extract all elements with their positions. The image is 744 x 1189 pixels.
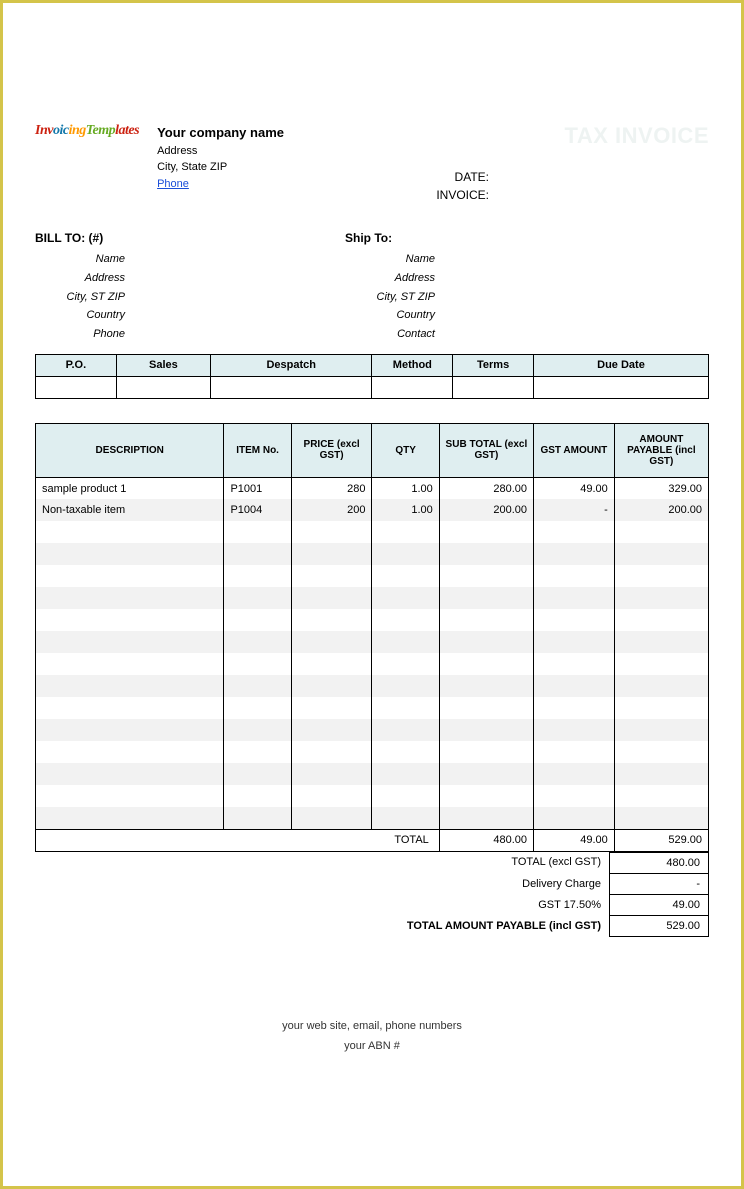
th-due: Due Date — [533, 354, 708, 376]
th-qty: QTY — [372, 423, 439, 477]
footer: your web site, email, phone numbers your… — [35, 1017, 709, 1057]
table-row: sample product 1P10012801.00280.0049.003… — [36, 477, 709, 499]
bill-to-city: City, ST ZIP — [35, 288, 125, 307]
bill-to-phone: Phone — [35, 325, 125, 344]
table-row — [36, 609, 709, 631]
summary-row: TOTAL (excl GST) 480.00 — [35, 852, 709, 874]
ship-to-country: Country — [345, 306, 435, 325]
table-row — [36, 741, 709, 763]
ship-to-city: City, ST ZIP — [345, 288, 435, 307]
table-row — [36, 631, 709, 653]
table-row — [36, 763, 709, 785]
ship-to-address: Address — [345, 269, 435, 288]
logo: InvoicingTemplates — [35, 123, 139, 192]
total-incl-val: 529.00 — [609, 916, 709, 937]
table-row — [36, 653, 709, 675]
info-row — [36, 376, 709, 398]
company-city: City, State ZIP — [157, 159, 284, 176]
th-method: Method — [372, 354, 453, 376]
bill-to-address: Address — [35, 269, 125, 288]
gst-label: GST 17.50% — [289, 895, 609, 916]
company-name: Your company name — [157, 123, 284, 143]
bill-to-title: BILL TO: (#) — [35, 228, 125, 248]
total-excl-val: 480.00 — [609, 852, 709, 874]
table-row — [36, 719, 709, 741]
summary-row: TOTAL AMOUNT PAYABLE (incl GST) 529.00 — [35, 916, 709, 937]
tax-invoice-title: TAX INVOICE — [565, 123, 709, 192]
table-row — [36, 587, 709, 609]
table-row — [36, 521, 709, 543]
table-row — [36, 697, 709, 719]
th-sales: Sales — [116, 354, 210, 376]
table-row: Non-taxable itemP10042001.00200.00-200.0… — [36, 499, 709, 521]
company-address: Address — [157, 143, 284, 160]
table-row — [36, 543, 709, 565]
th-amt: AMOUNT PAYABLE (incl GST) — [614, 423, 708, 477]
ship-to-title: Ship To: — [345, 228, 435, 248]
footer-line2: your ABN # — [35, 1037, 709, 1057]
bill-to-country: Country — [35, 306, 125, 325]
footer-line1: your web site, email, phone numbers — [35, 1017, 709, 1037]
th-terms: Terms — [453, 354, 534, 376]
company-info: Your company name Address City, State ZI… — [157, 123, 284, 192]
info-table: P.O. Sales Despatch Method Terms Due Dat… — [35, 354, 709, 399]
items-table: DESCRIPTION ITEM No. PRICE (excl GST) QT… — [35, 423, 709, 852]
delivery-label: Delivery Charge — [289, 874, 609, 895]
th-despatch: Despatch — [210, 354, 372, 376]
total-label: TOTAL — [36, 829, 440, 851]
ship-to-contact: Contact — [345, 325, 435, 344]
total-gst: 49.00 — [534, 829, 615, 851]
logo-company-block: InvoicingTemplates Your company name Add… — [35, 123, 284, 192]
total-row: TOTAL 480.00 49.00 529.00 — [36, 829, 709, 851]
addresses: BILL TO: (#) Name Address City, ST ZIP C… — [35, 228, 709, 344]
bill-to-block: BILL TO: (#) Name Address City, ST ZIP C… — [35, 228, 125, 344]
th-desc: DESCRIPTION — [36, 423, 224, 477]
table-row — [36, 785, 709, 807]
total-excl-label: TOTAL (excl GST) — [289, 852, 609, 874]
th-sub: SUB TOTAL (excl GST) — [439, 423, 533, 477]
summary: TOTAL (excl GST) 480.00 Delivery Charge … — [35, 852, 709, 937]
th-gst: GST AMOUNT — [534, 423, 615, 477]
th-po: P.O. — [36, 354, 117, 376]
ship-to-block: Ship To: Name Address City, ST ZIP Count… — [345, 228, 435, 344]
table-row — [36, 675, 709, 697]
gst-val: 49.00 — [609, 895, 709, 916]
th-item: ITEM No. — [224, 423, 291, 477]
delivery-val: - — [609, 874, 709, 895]
total-sub: 480.00 — [439, 829, 533, 851]
bill-to-name: Name — [35, 250, 125, 269]
total-incl-label: TOTAL AMOUNT PAYABLE (incl GST) — [289, 916, 609, 937]
summary-row: GST 17.50% 49.00 — [35, 895, 709, 916]
summary-row: Delivery Charge - — [35, 874, 709, 895]
th-price: PRICE (excl GST) — [291, 423, 372, 477]
ship-to-name: Name — [345, 250, 435, 269]
table-row — [36, 807, 709, 829]
total-amt: 529.00 — [614, 829, 708, 851]
company-phone[interactable]: Phone — [157, 176, 284, 193]
table-row — [36, 565, 709, 587]
